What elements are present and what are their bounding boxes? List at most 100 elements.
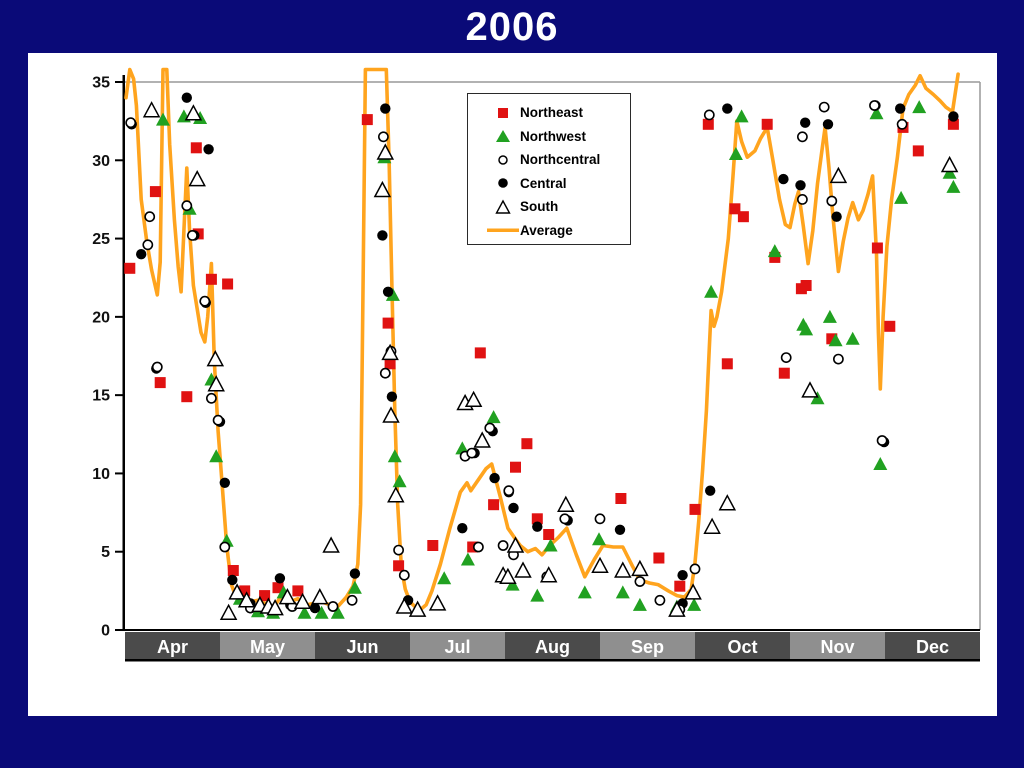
legend-item-average: Average [486, 219, 630, 243]
point-open-circle [125, 117, 137, 129]
legend-label-south: South [520, 199, 559, 215]
point-open-circle [654, 594, 666, 606]
point-circle [136, 249, 147, 260]
point-circle [532, 521, 543, 532]
point-square [543, 529, 555, 540]
point-open-circle [472, 541, 484, 553]
point-square [149, 186, 161, 198]
point-triangle [822, 309, 837, 323]
point-square [205, 273, 217, 285]
point-open-triangle [206, 350, 225, 367]
y-tick-label: 25 [92, 231, 110, 248]
point-open-circle [144, 211, 156, 223]
month-band-aug [505, 632, 600, 659]
point-circle [800, 117, 811, 128]
month-band-may [220, 632, 315, 659]
point-open-triangle [940, 155, 959, 173]
legend-item-south: South [486, 195, 630, 219]
point-square [190, 142, 202, 154]
point-open-triangle [293, 592, 312, 610]
y-axis-title: Chlorophyll (µg/L) [0, 505, 200, 525]
point-circle [274, 573, 286, 584]
point-open-triangle [373, 180, 392, 198]
month-axis: Apr May Jun Jul Aug Sep Oct Nov Dec [125, 632, 980, 662]
point-open-circle [181, 200, 193, 212]
point-open-triangle [311, 588, 329, 605]
point-open-circle [833, 353, 844, 365]
point-open-triangle [506, 536, 525, 553]
legend-label-central: Central [520, 175, 567, 191]
point-open-triangle [514, 561, 532, 578]
point-triangle [577, 585, 592, 599]
point-open-triangle [539, 566, 558, 583]
point-open-circle [780, 352, 792, 363]
month-label-aug: Aug [535, 637, 570, 657]
point-triangle [912, 100, 927, 114]
point-open-triangle [428, 594, 447, 611]
point-square [531, 513, 543, 525]
point-square [761, 118, 773, 130]
point-open-triangle [142, 101, 161, 118]
point-open-circle [559, 513, 571, 525]
point-square [259, 590, 271, 602]
point-square [384, 358, 396, 370]
point-square [653, 552, 665, 564]
point-square [427, 540, 439, 551]
point-circle [349, 568, 361, 579]
point-circle [382, 286, 394, 297]
legend-marker-open-triangle-icon [486, 199, 520, 215]
point-open-triangle [801, 381, 819, 398]
point-open-triangle [591, 556, 609, 574]
point-open-triangle [668, 600, 686, 617]
point-open-triangle [684, 583, 702, 600]
point-open-circle [703, 109, 715, 121]
point-triangle [845, 331, 860, 345]
point-triangle [810, 391, 825, 405]
point-triangle [942, 165, 957, 179]
point-open-circle [876, 435, 888, 446]
point-triangle [505, 577, 520, 591]
point-square [124, 262, 136, 274]
point-triangle [385, 287, 400, 301]
month-band-jun [315, 632, 410, 659]
point-square [272, 582, 284, 594]
point-circle [203, 144, 214, 155]
point-square [702, 118, 714, 130]
point-open-circle [634, 576, 646, 587]
point-open-triangle [631, 559, 649, 577]
point-open-triangle [322, 536, 340, 553]
page-title: 2006 [465, 5, 559, 49]
point-open-triangle [614, 561, 632, 578]
point-triangle [486, 410, 501, 424]
point-square [689, 503, 701, 515]
point-circle [895, 103, 906, 114]
point-square [239, 585, 251, 597]
point-open-circle [869, 100, 880, 111]
point-square [382, 317, 394, 329]
month-label-may: May [250, 637, 285, 657]
point-triangle [347, 580, 362, 594]
point-open-circle [466, 447, 478, 459]
point-triangle [873, 457, 888, 470]
y-tick-label: 5 [101, 544, 110, 561]
point-triangle [767, 244, 782, 258]
point-open-triangle [237, 591, 256, 608]
point-open-circle [797, 193, 808, 205]
legend-marker-filled-triangle-icon [486, 128, 520, 144]
legend-marker-line-icon [486, 222, 520, 238]
point-circle [457, 523, 468, 534]
point-square [393, 560, 405, 572]
point-open-circle [219, 541, 231, 553]
point-square [800, 280, 812, 291]
point-square [181, 391, 193, 403]
point-open-triangle [829, 166, 848, 184]
series-northcentral-points [125, 100, 908, 615]
point-circle [380, 103, 391, 114]
x-axis-line [122, 629, 980, 631]
point-circle [309, 602, 321, 614]
point-square [521, 438, 533, 450]
point-square [488, 499, 500, 511]
point-triangle [460, 552, 475, 566]
y-tick-label: 0 [101, 623, 110, 640]
